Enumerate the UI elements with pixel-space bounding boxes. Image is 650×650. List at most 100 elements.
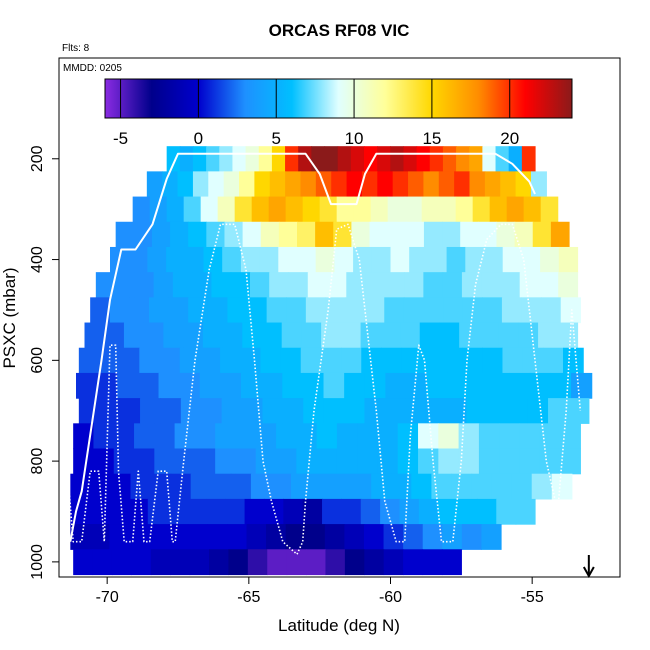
heatmap-cell (508, 146, 523, 172)
heatmap-cell (336, 448, 358, 475)
heatmap-cell (128, 498, 149, 525)
heatmap-cell (255, 448, 277, 475)
heatmap-cell (397, 448, 419, 475)
heatmap-cell (383, 549, 404, 576)
heatmap-cell (511, 473, 533, 500)
heatmap-cell (327, 272, 347, 298)
heatmap-cell (377, 423, 399, 450)
heatmap-cell (174, 423, 196, 450)
heatmap-cell (472, 196, 491, 223)
heatmap-cell (442, 221, 461, 248)
heatmap-cell (134, 423, 155, 450)
flight-track-lines (66, 152, 582, 556)
heatmap-cell (166, 246, 186, 273)
heatmap-cell (209, 549, 230, 576)
heatmap-cell (278, 246, 298, 273)
heatmap-cell (247, 549, 268, 576)
heatmap-cell (519, 272, 540, 298)
chart-title: ORCAS RF08 VIC (269, 21, 410, 40)
heatmap-cell (334, 246, 354, 273)
heatmap-cell (194, 448, 216, 475)
heatmap-cell (353, 196, 372, 223)
colorbar-tick-label: 20 (500, 129, 519, 148)
heatmap-cell (283, 498, 304, 525)
heatmap-cell (421, 196, 440, 223)
colorbar-tick-label: 0 (194, 129, 203, 148)
heatmap-cell (491, 473, 513, 500)
heatmap-cell (167, 498, 188, 525)
heatmap-cell (246, 524, 267, 550)
heatmap-cell (331, 473, 352, 500)
colorbar-tick-label: 10 (345, 129, 364, 148)
y-tick-label: 1000 (29, 544, 46, 580)
heatmap-cell (300, 347, 322, 374)
heatmap-cell (225, 498, 246, 525)
y-axis: 200 400 600 800 1000 (29, 145, 59, 580)
heatmap-cell (109, 498, 130, 525)
heatmap-cell (174, 448, 196, 475)
heatmap-cells (70, 146, 593, 576)
y-tick-label: 200 (29, 145, 46, 172)
y-tick-label: 600 (29, 347, 46, 374)
heatmap-cell (403, 146, 418, 172)
colorbar-tick-label: 5 (271, 129, 280, 148)
heatmap-cell (550, 221, 570, 248)
heatmap-cell (187, 524, 208, 550)
heatmap-cell (168, 524, 189, 550)
heatmap-cell (527, 398, 549, 424)
heatmap-cell (377, 448, 399, 475)
heatmap-cell (438, 171, 455, 198)
heatmap-cell (538, 322, 559, 349)
heatmap-cell (488, 372, 510, 399)
heatmap-cell (364, 372, 386, 399)
heatmap-cell (261, 372, 283, 399)
heatmap-cell (438, 448, 460, 475)
heatmap-cell (131, 549, 152, 576)
heatmap-cell (387, 221, 407, 248)
heatmap-cell (235, 448, 257, 475)
heatmap-cell (140, 398, 162, 424)
heatmap-cell (482, 347, 504, 374)
heatmap-cell (113, 423, 135, 450)
heatmap-cell (163, 322, 184, 349)
heatmap-cell (192, 171, 209, 198)
heatmap-cell (442, 146, 457, 172)
heatmap-cell (245, 146, 260, 172)
heatmap-cell (123, 322, 145, 349)
heatmap-cell (363, 146, 378, 172)
heatmap-cell (371, 246, 392, 273)
heatmap-cell (172, 272, 193, 298)
heatmap-cell (438, 423, 460, 450)
heatmap-cell (471, 473, 493, 500)
heatmap-cell (422, 524, 443, 550)
heatmap-cell (258, 146, 273, 172)
heatmap-cell (478, 423, 500, 450)
heatmap-cell (266, 297, 287, 324)
heatmap-cell (404, 272, 424, 298)
heatmap-cell (267, 549, 288, 576)
heatmap-cell (316, 423, 338, 450)
heatmap-cell (210, 473, 232, 500)
heatmap-cell (439, 322, 460, 349)
heatmap-cell (230, 272, 251, 298)
heatmap-cell (183, 322, 204, 349)
heatmap-cell (183, 196, 202, 223)
x-tick-label: -70 (96, 589, 119, 606)
heatmap-cell (397, 423, 419, 450)
heatmap-cell (115, 272, 135, 298)
heatmap-cell (558, 272, 579, 298)
heatmap-cell (336, 196, 355, 223)
heatmap-cell (104, 322, 125, 349)
heatmap-cell (179, 146, 194, 172)
heatmap-cell (344, 549, 365, 576)
heatmap-cell (325, 549, 346, 576)
heatmap-cell (179, 347, 201, 374)
heatmap-cell (418, 498, 439, 525)
heatmap-cell (281, 322, 303, 349)
heatmap-cell (337, 146, 352, 172)
heatmap-cell (416, 146, 431, 172)
heatmap-cell (340, 322, 362, 349)
heatmap-cell (404, 196, 423, 223)
heatmap-cell (251, 196, 270, 223)
heatmap-cell (560, 448, 581, 475)
